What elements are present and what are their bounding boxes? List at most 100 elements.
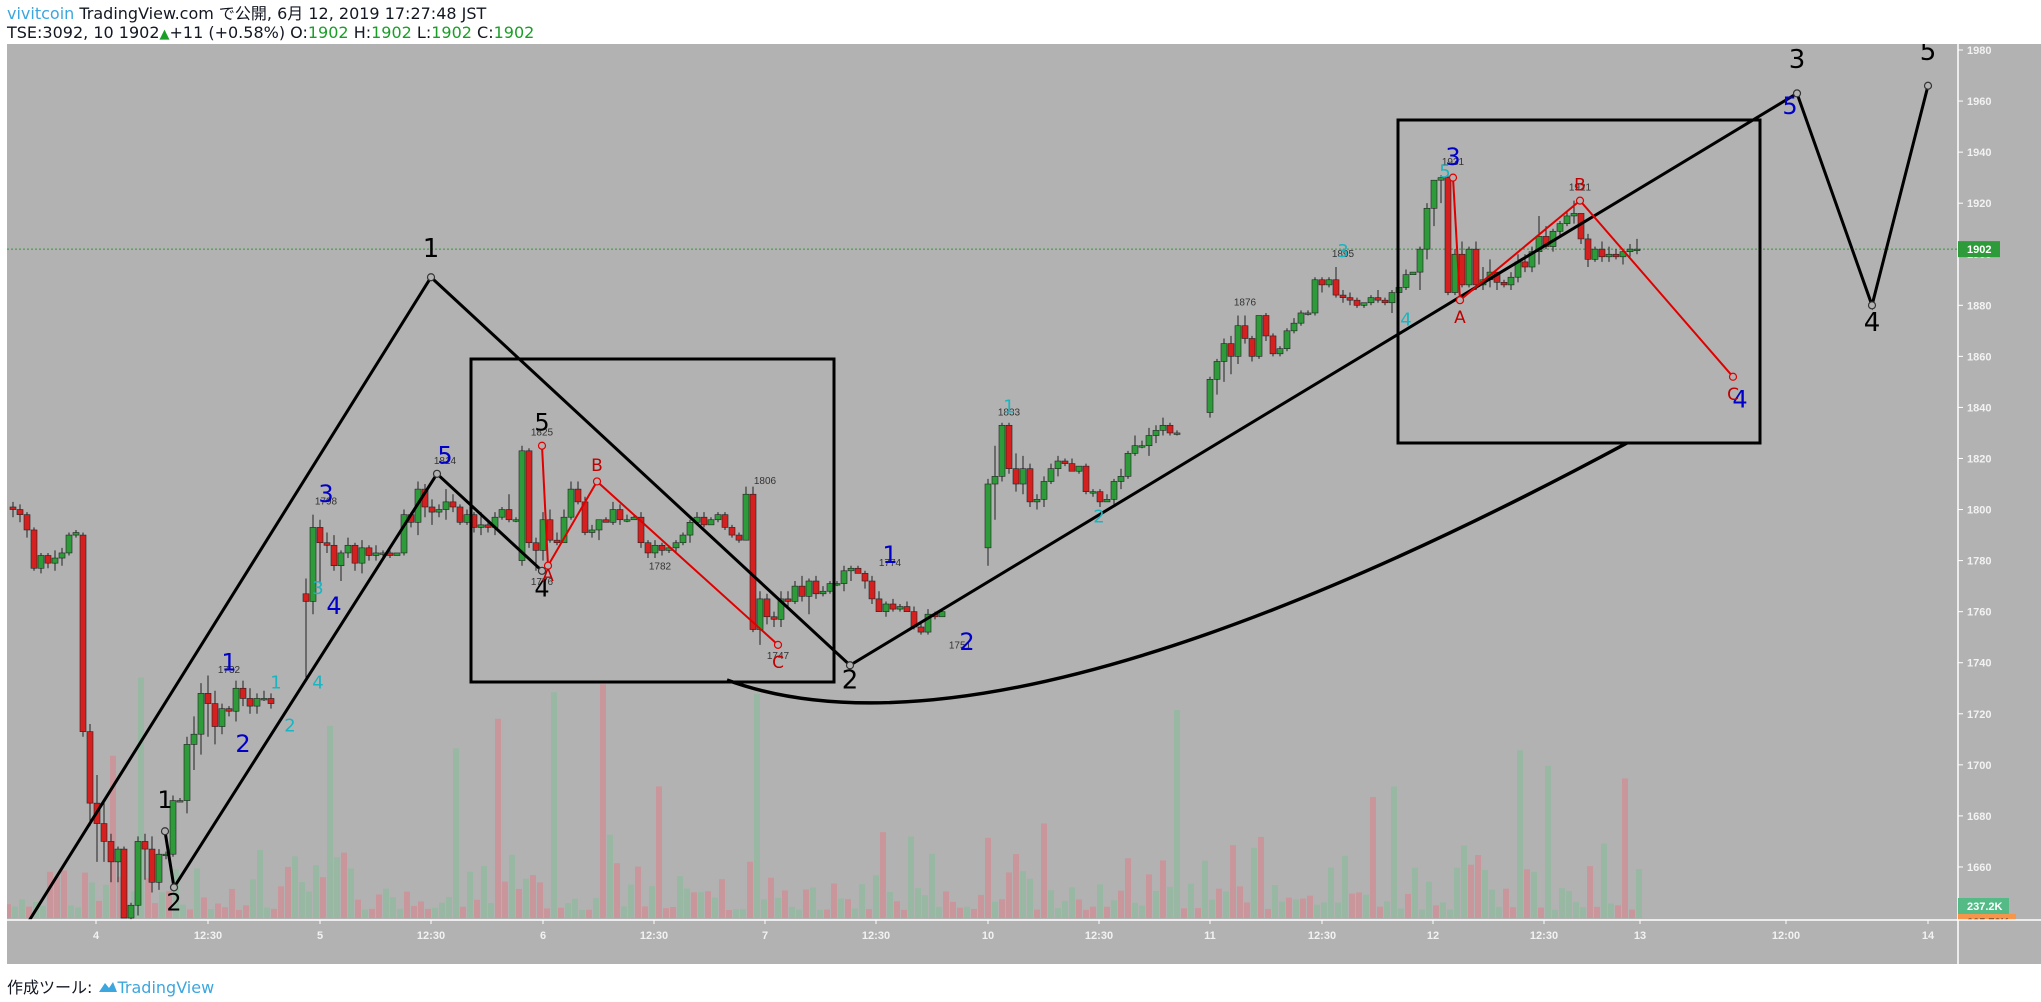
primary-wave-label: 3 [1789,45,1806,75]
candle [1005,422,1013,474]
volume-bar [1342,855,1348,918]
abc-correction-line-node[interactable] [1455,296,1465,305]
candle [323,532,331,553]
primary-wave-line-node[interactable] [1792,89,1802,98]
sub-wave-line-node[interactable] [160,827,170,836]
candle-body [316,527,324,544]
candle-body [896,606,904,610]
volume-bar [229,888,235,918]
volume-bar [1594,906,1600,918]
sub-wave-line-node[interactable] [537,566,547,575]
author-link[interactable]: vivitcoin [7,4,75,23]
primary-wave-line-node[interactable] [426,273,436,282]
candle-body [763,598,771,618]
candle-body [1598,248,1606,258]
candle [1206,376,1214,418]
chart-canvas[interactable]: 1639173217981814182517761782180617471774… [7,44,2041,964]
volume-bar [467,871,473,918]
time-axis[interactable]: 4 12:30 5 12:30 6 12:30 7 12:30 10 12:30 11 12:30 12… [7,919,2041,964]
primary-wave-line-node[interactable] [1867,301,1877,310]
volume-bar [1489,889,1495,918]
candle-body [1402,274,1410,288]
candle-body [998,424,1006,477]
volume-bar [866,909,872,918]
abc-correction-line-node[interactable] [543,561,553,570]
sub-wave-line[interactable] [163,471,544,892]
candle [358,540,366,574]
candle-body [560,516,568,544]
abc-correction-line-node[interactable] [773,640,783,649]
sub-wave-line-node[interactable] [432,469,442,478]
volume-bar [173,869,179,918]
candle-body [1152,430,1160,436]
candle [1591,246,1599,262]
candle [176,798,184,803]
primary-wave-line-node[interactable] [845,661,855,670]
volume-bar [1146,874,1152,918]
candle [847,565,855,582]
chart-header: vivitcoin TradingView.com で公開, 6月 12, 20… [7,4,534,44]
candle-body [351,544,359,564]
abc-correction-line-node[interactable] [592,477,602,486]
abc-correction-line-node[interactable] [537,441,547,450]
candle-body [330,544,338,567]
candle-body [65,534,73,554]
candle-body [302,593,310,602]
price-tick-label: 1680 [1967,811,1991,823]
candle [1047,463,1055,485]
volume-bar [1496,906,1502,918]
volume-bar [54,876,60,918]
primary-wave-line-node[interactable] [1923,81,1933,90]
sub-wave-line-node[interactable] [169,883,179,892]
volume-bar [1314,904,1320,918]
volume-bar [1433,905,1439,918]
abc-correction-line[interactable] [1452,177,1734,378]
volume-bar [355,899,361,918]
candle [309,514,317,615]
candle [204,675,212,737]
volume-bar [1195,908,1201,918]
abc-correction-line[interactable] [541,445,779,646]
volume-bar [1097,884,1103,918]
candle-body [1388,292,1396,304]
ohlc-line: TSE:3092, 10 1902▲+11 (+0.58%) O:1902 H:… [7,23,534,44]
candle-body [1584,238,1592,260]
candle-body [1103,499,1111,503]
candle [1173,430,1181,436]
price-annotation: 1931 [1442,157,1465,168]
candle-body [197,693,205,735]
candle [1612,249,1620,260]
volume-bar [530,875,536,918]
volume-bar [936,906,942,918]
candle-body [1145,435,1153,447]
tradingview-brand-link[interactable]: TradingView [117,978,215,997]
time-tick-label: 6 [540,930,546,942]
candle-body [805,580,813,597]
candle [728,524,736,538]
wave-box[interactable] [469,357,836,684]
volume-bar [236,909,242,918]
wave-box[interactable] [1396,118,1762,445]
primary-wave-line[interactable] [24,85,1930,927]
price-axis[interactable]: 1980196019401920190018801860184018201800… [1957,44,2041,964]
candle [1033,494,1041,510]
candle-body [1339,294,1347,298]
volume-bar [446,897,452,918]
candle [658,542,666,556]
candle [1152,425,1160,444]
volume-bar [1566,890,1572,918]
cup-arc[interactable] [726,441,1628,705]
abc-correction-line-node[interactable] [1728,372,1738,381]
abc-correction-line-node[interactable] [1448,173,1458,182]
candle-body [1612,253,1620,258]
candle [924,609,932,635]
abc-correction-line-node[interactable] [1575,196,1585,205]
candle-body [588,529,596,533]
volume-bar [1006,872,1012,918]
blue-wave-label: 5 [437,442,452,470]
candle [875,591,883,612]
candle-body [1367,297,1375,304]
volume-bar [635,866,641,918]
candle [351,542,359,571]
price-chart[interactable]: 1639173217981814182517761782180617471774… [7,44,2041,964]
